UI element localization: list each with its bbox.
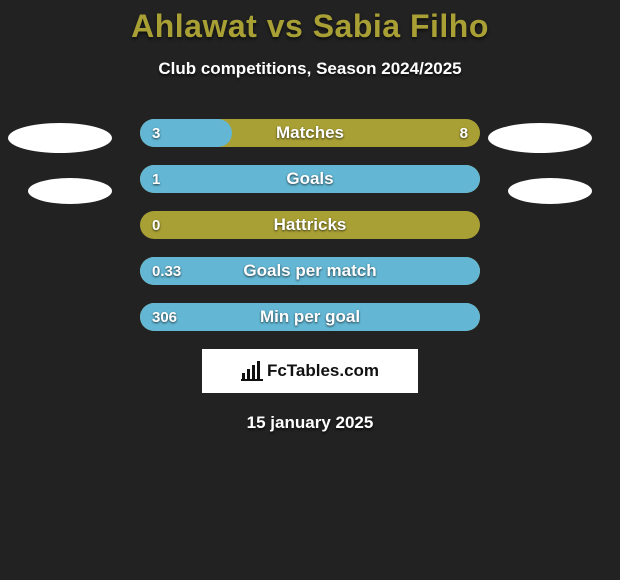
stat-row: 1 Goals bbox=[140, 165, 480, 193]
avatar-right-small bbox=[508, 178, 592, 204]
comparison-arena: 3 Matches 8 1 Goals 0 Hattricks bbox=[0, 119, 620, 433]
title-player-left: Ahlawat bbox=[131, 8, 257, 44]
stat-bar-fill bbox=[140, 165, 480, 193]
stat-bar-fill bbox=[140, 119, 232, 147]
stat-row: 306 Min per goal bbox=[140, 303, 480, 331]
avatar-right-large bbox=[488, 123, 592, 153]
footer-date: 15 january 2025 bbox=[0, 413, 620, 433]
avatar-left-small bbox=[28, 178, 112, 204]
brand-chart-icon bbox=[241, 361, 263, 381]
page-title: Ahlawat vs Sabia Filho bbox=[0, 0, 620, 45]
title-vs: vs bbox=[267, 8, 304, 44]
brand-box[interactable]: FcTables.com bbox=[202, 349, 418, 393]
stat-row: 0 Hattricks bbox=[140, 211, 480, 239]
page-root: Ahlawat vs Sabia Filho Club competitions… bbox=[0, 0, 620, 580]
title-player-right: Sabia Filho bbox=[313, 8, 489, 44]
stat-row: 0.33 Goals per match bbox=[140, 257, 480, 285]
avatar-left-large bbox=[8, 123, 112, 153]
stat-bar-fill bbox=[140, 303, 480, 331]
stat-bar-track bbox=[140, 211, 480, 239]
stat-bar-fill bbox=[140, 257, 480, 285]
subtitle: Club competitions, Season 2024/2025 bbox=[0, 59, 620, 79]
stat-row: 3 Matches 8 bbox=[140, 119, 480, 147]
brand-inner: FcTables.com bbox=[241, 361, 379, 381]
brand-text: FcTables.com bbox=[267, 361, 379, 381]
